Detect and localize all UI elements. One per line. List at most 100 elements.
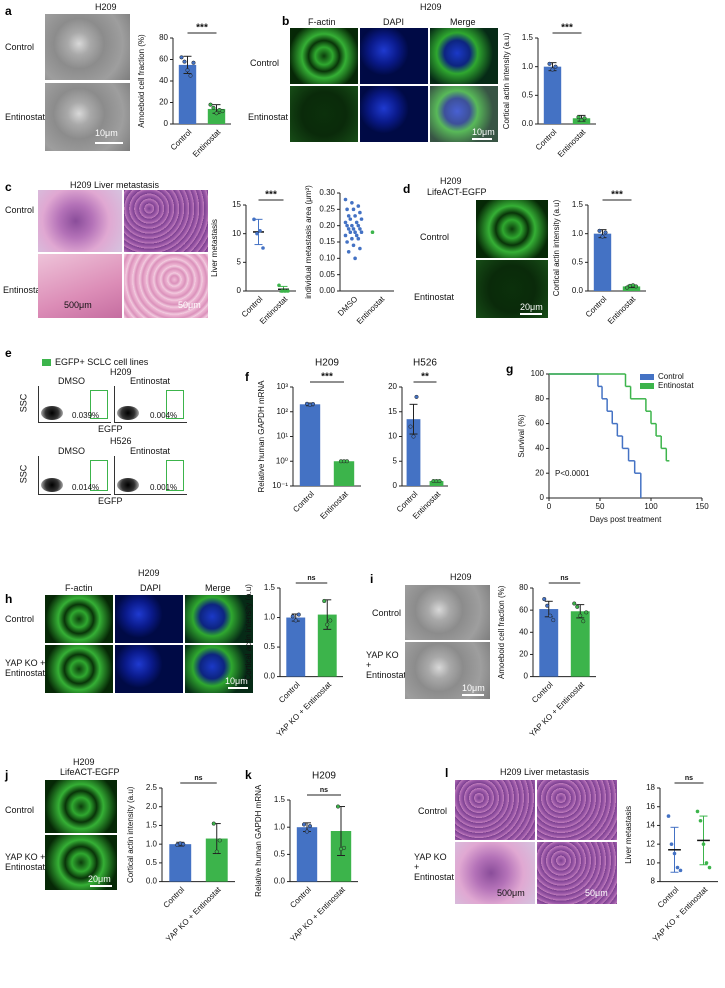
row-label: Entinostat <box>414 292 455 302</box>
y-tick-label: 5 <box>393 456 398 465</box>
panel-title: H209 <box>95 2 117 12</box>
significance-label: *** <box>321 372 333 383</box>
x-tick-label: Entinostat <box>606 294 638 326</box>
annotation: P<0.0001 <box>555 469 590 478</box>
micrograph <box>360 28 428 84</box>
data-point <box>353 214 357 218</box>
micrograph <box>476 260 548 318</box>
micrograph <box>38 254 122 318</box>
data-point <box>255 231 259 236</box>
flow-plot <box>114 456 187 495</box>
y-tick-label: 10⁰ <box>276 456 288 465</box>
x-tick-label: Entinostat <box>191 127 223 159</box>
micrograph <box>405 585 490 640</box>
legend-label: EGFP+ SCLC cell lines <box>55 357 149 367</box>
scale-bar <box>90 885 112 887</box>
y-tick-label: 1.0 <box>522 62 534 71</box>
micrograph <box>430 86 498 142</box>
data-point <box>182 59 187 64</box>
y-tick-label: 80 <box>519 583 528 592</box>
data-point <box>547 61 552 66</box>
y-tick-label: 20 <box>535 468 544 477</box>
data-point <box>672 851 677 856</box>
micrograph <box>45 645 113 693</box>
data-point <box>551 618 556 623</box>
data-point <box>261 246 265 250</box>
column-label: DMSO <box>58 446 85 456</box>
y-tick-label: 1.5 <box>522 33 534 42</box>
bar <box>570 611 590 677</box>
scale-label: 50μm <box>585 888 608 898</box>
y-tick-label: 80 <box>159 33 168 42</box>
y-tick-label: 20 <box>159 98 168 107</box>
data-point <box>701 842 706 846</box>
data-point <box>578 613 583 618</box>
y-tick-label: 0.0 <box>264 672 276 681</box>
y-tick-label: 0.25 <box>319 204 335 213</box>
data-point <box>408 424 413 429</box>
y-tick-label: 2.0 <box>146 802 158 811</box>
y-tick-label: 0.15 <box>319 237 335 246</box>
y-axis-label: Liver metastasis <box>624 806 633 864</box>
micrograph <box>115 645 183 693</box>
y-tick-label: 40 <box>519 627 528 636</box>
x-tick-label: Control <box>169 127 194 152</box>
y-axis-label: Cortical actin intensity (a.u) <box>126 786 135 883</box>
x-axis-label: Days post treatment <box>590 515 662 524</box>
axis-label: SSC <box>18 464 29 484</box>
bar <box>205 838 228 882</box>
panel-label: c <box>5 180 12 194</box>
y-tick-label: 0.5 <box>264 642 276 651</box>
bar <box>330 831 352 882</box>
data-point <box>354 220 359 225</box>
micrograph <box>115 595 183 643</box>
bar <box>296 827 318 882</box>
data-point <box>208 102 213 107</box>
chart: Survival (%) 0 20 40 60 80 100 0 50 100 150 Days po… <box>517 369 709 524</box>
y-axis-label: Amoeboid cell fraction (%) <box>137 34 146 128</box>
bar <box>333 461 355 486</box>
significance-label: *** <box>611 190 623 201</box>
panel-label: l <box>445 766 449 780</box>
bar <box>406 419 421 486</box>
bar <box>429 481 444 486</box>
gate-percent: 0.001% <box>150 483 178 492</box>
data-point <box>290 614 295 619</box>
data-point <box>370 230 375 234</box>
data-point <box>358 227 362 231</box>
scale-bar <box>228 687 248 689</box>
data-point <box>597 228 602 233</box>
panel-subtitle: LifeACT-EGFP <box>60 767 120 777</box>
data-point <box>354 233 359 238</box>
legend-label: Control <box>658 372 684 381</box>
scale-label: 20μm <box>520 302 543 312</box>
micrograph <box>360 86 428 142</box>
column-label: Entinostat <box>130 376 171 386</box>
chart: Amoeboid cell fraction (%) 0 20 40 60 80 Contr… <box>137 23 231 159</box>
data-point <box>343 233 348 238</box>
chart: Cortical actin intensity (a.u) 0.0 0.5 1.0 1… <box>552 190 646 326</box>
data-point <box>191 60 196 65</box>
y-tick-label: 10¹ <box>276 432 288 441</box>
axis-label: SSC <box>18 393 29 413</box>
bar <box>317 614 337 677</box>
panel-label: g <box>506 362 514 376</box>
y-tick-label: 20 <box>519 650 528 659</box>
data-point <box>258 229 262 233</box>
chart: individual metastasis area (μm²) 0.00 0.05… <box>304 185 394 326</box>
data-point <box>584 610 589 615</box>
micrograph <box>476 200 548 258</box>
legend-swatch <box>640 374 654 380</box>
y-tick-label: 1.0 <box>572 229 584 238</box>
panel-title: H209 <box>420 2 442 12</box>
x-tick-label: 0 <box>547 502 552 511</box>
y-tick-label: 16 <box>646 802 655 811</box>
legend-swatch <box>42 359 51 366</box>
row-label: Entinostat <box>248 112 289 122</box>
y-tick-label: 0 <box>540 493 545 502</box>
row-label: Control <box>5 42 35 52</box>
data-point <box>211 821 216 826</box>
panel-label: f <box>245 370 249 384</box>
y-tick-label: 2.5 <box>146 783 158 792</box>
